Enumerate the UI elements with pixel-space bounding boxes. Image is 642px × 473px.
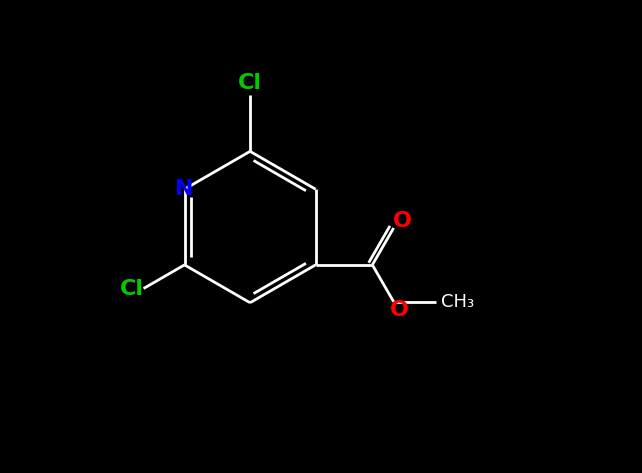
Text: O: O xyxy=(393,211,412,231)
Text: Cl: Cl xyxy=(238,73,262,93)
Text: CH₃: CH₃ xyxy=(441,293,474,311)
Text: N: N xyxy=(175,179,194,199)
Text: Cl: Cl xyxy=(119,279,144,298)
Text: O: O xyxy=(390,300,409,320)
